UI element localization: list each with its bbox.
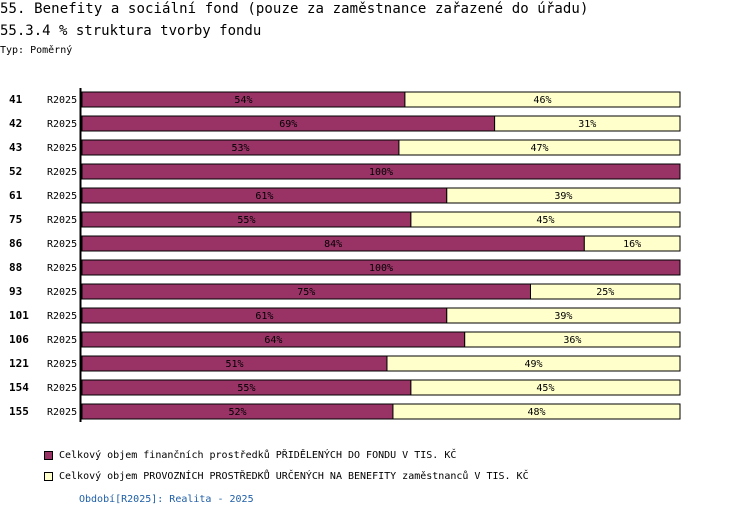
period-note: Období[R2025]: Realita - 2025 [79,494,254,505]
data-label: 84% [324,239,342,250]
legend-swatch-series-2 [44,472,53,481]
legend-label-series-1: Celkový objem finančních prostředků PŘID… [59,450,457,461]
data-label: 100% [369,167,393,178]
data-label: 45% [536,215,554,226]
stacked-bar-chart: 41 R2025 54% 46% 42 R2025 69% 31% 43 R2025 53% 47% 5… [9,88,681,422]
data-label: 75% [297,287,315,298]
category-label: 121 [9,357,29,370]
period-label: R2025 [47,359,77,370]
category-label: 154 [9,381,29,394]
period-label: R2025 [47,239,77,250]
bar-segment-series-2 [398,139,681,156]
data-label: 25% [596,287,614,298]
period-label: R2025 [47,407,77,418]
data-label: 64% [264,335,282,346]
data-label: 69% [279,119,297,130]
bar-segment-series-2 [464,331,681,348]
data-label: 31% [578,119,596,130]
bar-segment-series-2 [392,403,681,420]
data-label: 39% [554,191,572,202]
data-label: 55% [237,383,255,394]
category-label: 155 [9,405,29,418]
bar-segment-series-2 [410,211,681,228]
bar-segment-series-2 [446,187,681,204]
data-label: 45% [536,383,554,394]
period-label: R2025 [47,263,77,274]
period-label: R2025 [47,95,77,106]
bar-segment-series-2 [494,115,681,132]
bar-segment-series-1 [81,163,681,180]
category-label: 43 [9,141,22,154]
category-label: 61 [9,189,23,202]
data-label: 54% [234,95,252,106]
data-label: 53% [231,143,249,154]
period-label: R2025 [47,215,77,226]
bar-segment-series-2 [446,307,681,324]
category-label: 106 [9,333,29,346]
category-label: 52 [9,165,22,178]
data-label: 36% [563,335,581,346]
data-label: 46% [533,95,551,106]
data-label: 55% [237,215,255,226]
data-label: 61% [255,191,273,202]
data-label: 51% [225,359,243,370]
data-label: 61% [255,311,273,322]
period-label: R2025 [47,335,77,346]
bar-segment-series-2 [386,355,681,372]
category-label: 93 [9,285,22,298]
period-label: R2025 [47,167,77,178]
bar-segment-series-2 [530,283,681,300]
category-label: 86 [9,237,23,250]
bar-segment-series-2 [404,91,681,108]
period-label: R2025 [47,191,77,202]
period-label: R2025 [47,287,77,298]
category-label: 88 [9,261,22,274]
period-label: R2025 [47,143,77,154]
period-label: R2025 [47,311,77,322]
bar-segment-series-2 [583,235,681,252]
page-title: 55. Benefity a sociální fond (pouze za z… [0,1,589,17]
data-label: 39% [554,311,572,322]
chart-type-label: Typ: Poměrný [0,45,73,56]
legend-swatch-series-1 [44,451,53,460]
legend-item-series-1: Celkový objem finančních prostředků PŘID… [44,449,456,462]
bar-segment-series-2 [410,379,681,396]
bar-segment-series-1 [81,259,681,276]
period-label: R2025 [47,119,77,130]
data-label: 47% [530,143,548,154]
category-label: 41 [9,93,23,106]
data-label: 100% [369,263,393,274]
period-label: R2025 [47,383,77,394]
data-label: 49% [524,359,542,370]
legend-label-series-2: Celkový objem PROVOZNÍCH PROSTŘEDKŮ URČE… [59,471,529,482]
data-label: 16% [623,239,641,250]
category-label: 75 [9,213,22,226]
legend-item-series-2: Celkový objem PROVOZNÍCH PROSTŘEDKŮ URČE… [44,470,529,483]
category-label: 101 [9,309,29,322]
chart-subtitle: 55.3.4 % struktura tvorby fondu [0,23,262,39]
data-label: 48% [527,407,545,418]
category-label: 42 [9,117,22,130]
data-label: 52% [228,407,246,418]
